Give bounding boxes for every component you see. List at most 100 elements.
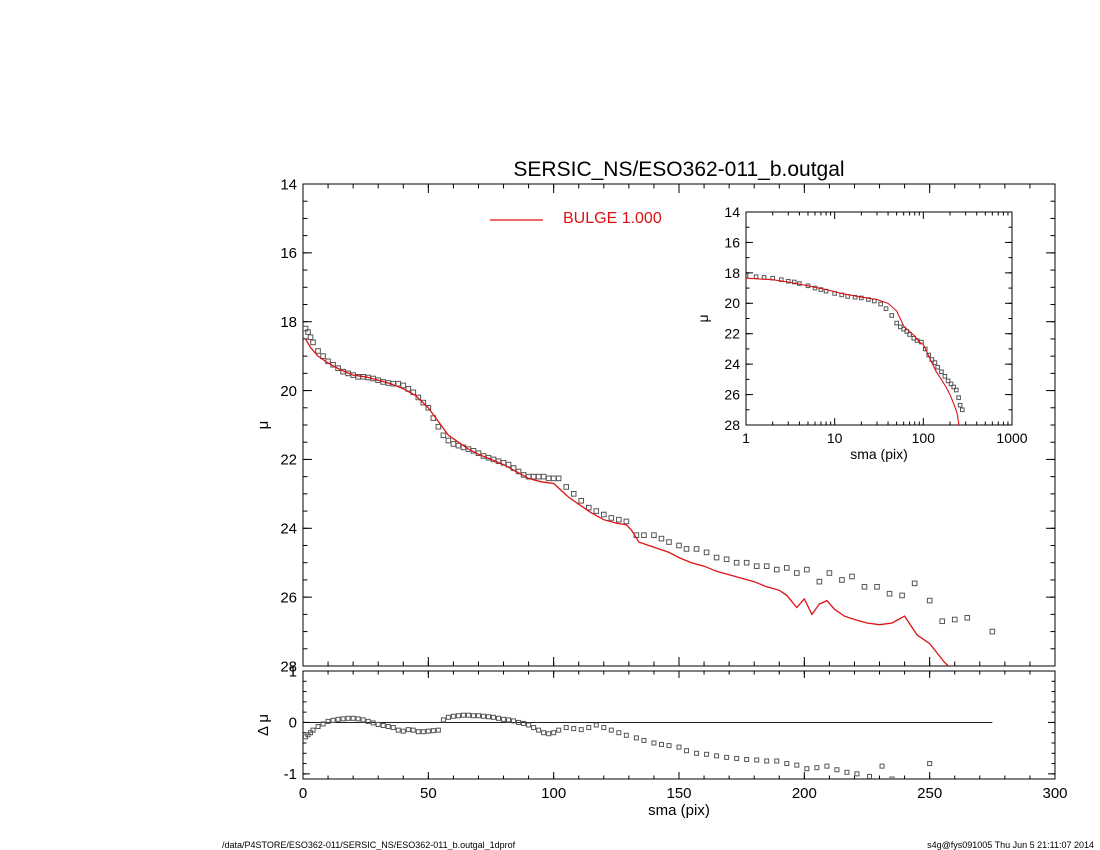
inset-data-point — [957, 402, 963, 408]
main-data-point — [713, 554, 720, 561]
main-data-point — [420, 399, 427, 406]
residual-data-point — [724, 754, 730, 760]
main-data-point — [578, 497, 585, 504]
residual-frame — [302, 670, 1056, 780]
inset-data-point — [956, 395, 961, 400]
main-data-point — [315, 348, 321, 354]
residual-data-point — [666, 743, 672, 749]
main-data-point — [989, 628, 996, 635]
residual-ytick-label: 0 — [289, 715, 297, 732]
main-data-point — [951, 616, 958, 623]
residual-data-point — [308, 730, 314, 736]
main-data-point — [926, 597, 933, 604]
residual-data-point — [879, 763, 885, 769]
main-data-point — [911, 580, 918, 587]
main-data-point — [816, 578, 823, 585]
residual-data-point — [380, 723, 386, 729]
residual-data-point — [405, 727, 411, 733]
residual-data-point — [744, 756, 750, 762]
main-data-point — [415, 394, 422, 401]
residual-data-point — [633, 735, 639, 741]
residual-data-point — [355, 716, 361, 722]
inset-ylabel: μ — [695, 314, 711, 322]
inset-ytick-label: 20 — [724, 295, 740, 311]
residual-xtick-label: 200 — [792, 785, 817, 802]
main-panel: 14 16 18 20 22 24 26 28 μ BULGE 1.000 — [255, 176, 1056, 675]
residual-data-point — [340, 716, 346, 722]
inset-data-point — [904, 329, 910, 334]
inset-ytick-label: 16 — [724, 234, 740, 250]
inset-data-point — [939, 369, 944, 375]
inset-data-point — [852, 294, 858, 300]
residual-data-point — [608, 727, 614, 733]
residual-data-point — [593, 722, 599, 728]
main-data-point — [540, 473, 547, 480]
chart-title: SERSIC_NS/ESO362-011_b.outgal — [513, 158, 844, 181]
residual-data-point — [310, 727, 316, 733]
inset-ytick-label: 24 — [724, 356, 740, 372]
main-data-point — [641, 532, 647, 538]
residual-data-point — [541, 730, 547, 736]
main-data-point — [861, 584, 868, 590]
main-data-point — [555, 475, 562, 482]
residual-xlabel: sma (pix) — [648, 802, 710, 819]
residual-xtick-label: 0 — [299, 785, 307, 802]
residual-data-point — [420, 729, 426, 735]
main-data-point — [435, 423, 442, 430]
residual-data-point — [511, 718, 517, 724]
residual-data-point — [375, 721, 381, 727]
inset-ytick-label: 14 — [724, 204, 740, 220]
residual-data-point — [345, 715, 351, 721]
main-data-point — [826, 570, 833, 576]
main-data-point — [608, 515, 615, 521]
main-data-point — [733, 559, 740, 566]
residual-ytick-label: 1 — [289, 663, 297, 680]
inset-data-point — [959, 407, 965, 413]
residual-xtick-label: 100 — [541, 785, 566, 802]
residual-data-point — [430, 728, 436, 734]
inset-panel: 1 10 100 1000 14 16 18 20 22 24 26 28 μ sma (pix) — [695, 204, 1028, 462]
footer-file-path: /data/P4STORE/ESO362-011/SERSIC_NS/ESO36… — [222, 840, 516, 850]
main-ytick-label: 24 — [280, 521, 297, 538]
main-data-point — [886, 590, 893, 597]
residual-data-point — [784, 761, 790, 767]
inset-data-point — [942, 374, 948, 379]
residual-ylabel: Δ μ — [255, 714, 272, 736]
main-data-point — [783, 565, 790, 571]
main-ytick-label: 22 — [280, 452, 297, 469]
inset-data-point — [935, 364, 940, 370]
residual-data-point — [694, 750, 700, 756]
inset-data-point — [907, 332, 912, 337]
legend-label: BULGE 1.000 — [563, 210, 662, 227]
inset-data-point — [878, 301, 883, 307]
inset-data-point — [932, 360, 938, 365]
main-data-point — [839, 577, 845, 583]
inset-xtick-label: 1000 — [996, 430, 1027, 446]
residual-data-point — [440, 717, 446, 723]
residual-data-point — [365, 718, 371, 724]
residual-data-point — [450, 713, 456, 719]
main-data-point — [658, 535, 665, 542]
inset-frame — [745, 211, 1013, 426]
inset-model-line — [746, 277, 960, 425]
residual-data-point — [480, 713, 486, 719]
inset-data-point — [791, 279, 797, 285]
main-data-point — [849, 573, 855, 580]
main-data-point — [794, 570, 800, 576]
main-data-point — [305, 329, 311, 335]
main-ytick-label: 14 — [280, 176, 297, 193]
main-data-point — [335, 365, 341, 371]
residual-data-point — [531, 725, 537, 731]
residual-data-point — [315, 724, 321, 730]
residual-data-point — [616, 730, 622, 736]
residual-data-point — [551, 730, 557, 736]
main-ytick-label: 28 — [280, 658, 297, 675]
main-data-point — [400, 382, 407, 389]
residual-data-point — [774, 758, 780, 764]
residual-data-point — [400, 728, 406, 734]
main-data-point — [535, 473, 542, 480]
inset-xtick-label: 10 — [827, 430, 843, 446]
main-data-point — [623, 518, 630, 525]
inset-plot-area — [746, 273, 965, 425]
residual-data-point — [330, 717, 336, 723]
